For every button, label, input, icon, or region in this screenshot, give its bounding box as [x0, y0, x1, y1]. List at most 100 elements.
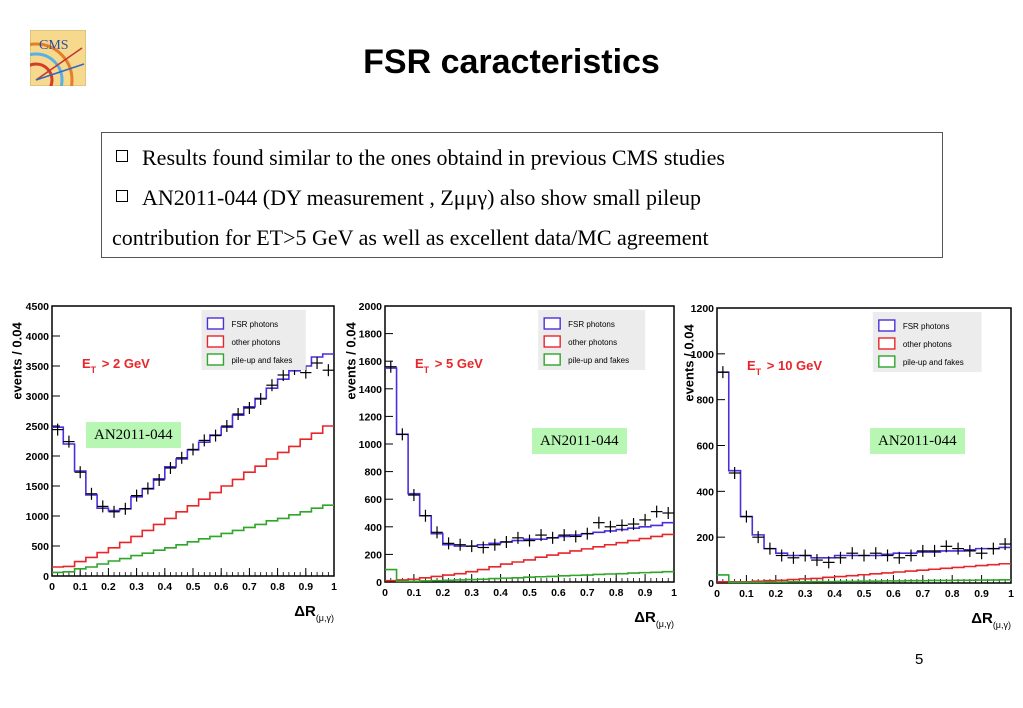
legend-label: pile-up and fakes [903, 358, 964, 367]
x-tick-label: 0.1 [739, 588, 754, 600]
y-tick-label: 1400 [359, 384, 383, 396]
data-point [752, 531, 765, 544]
y-tick-label: 800 [696, 395, 714, 407]
y-tick-label: 3000 [26, 391, 50, 403]
x-tick-label: 0.4 [493, 587, 508, 599]
x-tick-label: 0.9 [974, 588, 989, 600]
legend-swatch [878, 319, 896, 332]
x-tick-label: 0.8 [609, 587, 624, 599]
cut-label: ET > 2 GeV [82, 356, 150, 375]
data-point [834, 551, 847, 564]
y-tick-label: 0 [708, 578, 714, 590]
x-tick-label: 1 [331, 581, 337, 593]
x-tick-label: 0.8 [945, 588, 960, 600]
data-point [266, 379, 278, 392]
data-point [74, 466, 86, 479]
data-point [905, 549, 917, 562]
y-tick-label: 200 [364, 549, 382, 561]
x-axis-title: ΔR(μ,γ) [294, 603, 334, 623]
legend-label: FSR photons [231, 320, 278, 329]
x-tick-label: 0.3 [129, 581, 144, 593]
data-point [221, 420, 233, 432]
data-point [639, 513, 651, 526]
data-point [581, 527, 594, 540]
legend-swatch [206, 353, 225, 366]
x-tick-label: 0.3 [798, 588, 813, 600]
plot-et-10gev: 0 0.1 0.2 0.3 0.4 0.5 0.6 0.7 0.8 0.9 1 0 200 400 600 8… [681, 303, 1014, 630]
x-tick-label: 0.6 [886, 588, 901, 600]
data-point [419, 509, 432, 522]
data-point [811, 554, 823, 567]
data-point [916, 544, 929, 557]
legend-label: pile-up and fakes [568, 356, 629, 365]
x-tick-label: 0.6 [551, 587, 566, 599]
data-point [799, 549, 812, 562]
data-point [97, 500, 109, 513]
x-tick-label: 0.9 [298, 581, 313, 593]
data-point [431, 526, 443, 539]
x-tick-label: 0.6 [214, 581, 229, 593]
data-point [408, 489, 420, 502]
data-point [442, 537, 455, 550]
data-point [164, 462, 177, 474]
bullet-text-2: AN2011-044 (DY measurement , Zμμγ) also … [142, 185, 701, 210]
data-point [209, 429, 222, 442]
legend-label: FSR photons [903, 322, 950, 331]
cms-logo-text: CMS [39, 38, 69, 53]
data-point [277, 369, 289, 381]
data-point [153, 474, 165, 486]
data-point [569, 530, 582, 543]
data-point [130, 489, 143, 502]
legend-label: FSR photons [568, 320, 615, 329]
data-point [255, 393, 267, 405]
data-point [627, 518, 640, 531]
data-point [975, 547, 988, 560]
data-point [63, 435, 75, 448]
hist-pileup [717, 574, 1011, 584]
bullet-text-1: Results found similar to the ones obtain… [142, 145, 725, 170]
y-tick-label: 1200 [359, 411, 383, 423]
hist-pileup [52, 504, 334, 574]
y-tick-label: 500 [31, 541, 49, 553]
data-point [787, 551, 800, 564]
y-tick-label: 2500 [26, 421, 50, 433]
data-point [846, 547, 859, 560]
legend-swatch [878, 355, 896, 368]
x-tick-label: 0.3 [464, 587, 479, 599]
data-point [728, 467, 741, 479]
data-point [963, 544, 976, 557]
cut-label: ET > 5 GeV [415, 356, 483, 375]
x-tick-label: 0.2 [435, 587, 450, 599]
x-tick-label: 0.5 [857, 588, 872, 600]
data-point [999, 538, 1011, 551]
analysis-note-label: AN2011-044 [532, 428, 627, 454]
legend-swatch [543, 353, 561, 366]
y-axis-title: events / 0.04 [681, 324, 696, 402]
x-tick-label: 1 [1008, 588, 1014, 600]
y-tick-label: 1500 [26, 481, 50, 493]
y-tick-label: 200 [696, 532, 714, 544]
data-point [822, 556, 835, 569]
legend-label: other photons [903, 340, 952, 349]
y-tick-label: 1600 [359, 356, 383, 368]
data-point [142, 482, 154, 495]
x-tick-label: 0.1 [407, 587, 422, 599]
legend-swatch [206, 317, 225, 330]
x-tick-label: 0.4 [157, 581, 172, 593]
y-tick-label: 2000 [26, 451, 50, 463]
data-point [243, 402, 256, 414]
data-point [500, 535, 513, 548]
data-point [717, 366, 729, 379]
data-point [593, 516, 605, 529]
data-point [232, 408, 244, 420]
hist-other [52, 425, 334, 568]
bullet-item-1: Results found similar to the ones obtain… [116, 145, 725, 171]
hist-other [717, 562, 1011, 583]
data-point [176, 451, 188, 464]
data-point [869, 547, 882, 560]
hist-pileup [385, 568, 674, 583]
data-point [940, 540, 953, 553]
y-tick-label: 1000 [691, 349, 715, 361]
legend-swatch [543, 317, 561, 330]
data-point [322, 364, 334, 377]
